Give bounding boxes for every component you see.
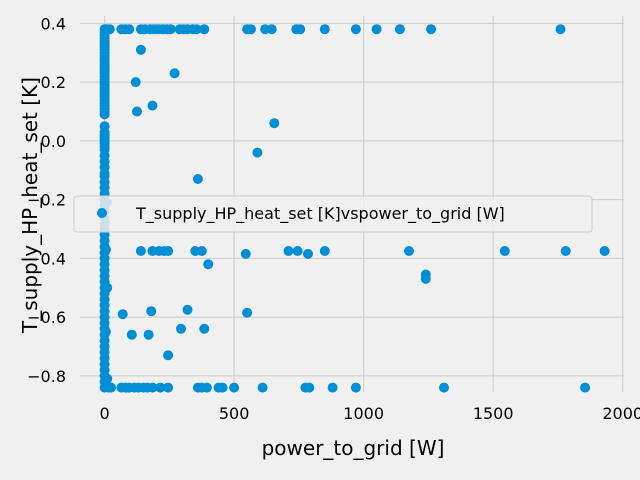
data-point <box>203 259 214 270</box>
y-tick-label: −0.6 <box>27 308 66 327</box>
data-point <box>163 350 174 361</box>
data-point <box>394 24 405 35</box>
grid-lines <box>80 16 624 392</box>
data-point <box>229 382 240 393</box>
data-point <box>295 24 306 35</box>
data-point <box>130 77 141 88</box>
data-point <box>304 382 315 393</box>
data-point <box>147 100 158 111</box>
data-point <box>135 44 146 55</box>
data-point <box>192 174 203 184</box>
data-point <box>135 246 146 256</box>
data-point <box>426 24 436 35</box>
data-point <box>420 273 431 284</box>
x-tick-label: 500 <box>219 404 250 423</box>
data-point <box>165 24 176 35</box>
data-point <box>555 24 566 35</box>
data-point <box>199 323 210 334</box>
x-tick-label: 0 <box>100 404 110 423</box>
data-point <box>404 246 414 256</box>
data-point <box>126 329 137 340</box>
x-axis-label: power_to_grid [W] <box>262 436 445 460</box>
x-tick-label: 2000 <box>602 404 640 423</box>
data-point <box>252 147 263 158</box>
data-points <box>99 24 610 393</box>
data-point <box>257 382 268 393</box>
data-point <box>319 246 330 256</box>
data-point <box>191 24 202 35</box>
data-point <box>182 304 193 315</box>
data-point <box>100 326 111 337</box>
data-point <box>155 382 166 393</box>
data-point <box>147 382 158 393</box>
x-tick-labels: 0 500 1000 1500 2000 <box>100 404 640 423</box>
legend: T_supply_HP_heat_set [K]vspower_to_grid … <box>73 195 593 233</box>
y-tick-label: 0.4 <box>41 14 66 33</box>
y-tick-label: 0.0 <box>41 132 66 151</box>
data-point <box>117 309 128 320</box>
data-point <box>292 246 303 256</box>
data-point <box>106 382 117 393</box>
y-axis-label: T_supply_HP_heat_set [K] <box>18 77 42 334</box>
data-point <box>240 248 251 259</box>
data-point <box>132 106 142 117</box>
data-point <box>350 24 361 35</box>
data-point <box>371 24 382 35</box>
x-tick-label: 1000 <box>343 404 384 423</box>
data-point <box>124 24 135 35</box>
data-point <box>99 109 110 120</box>
data-point <box>580 382 591 393</box>
y-tick-label: −0.8 <box>27 367 66 386</box>
y-tick-label: 0.2 <box>41 73 66 92</box>
data-point <box>350 382 361 393</box>
data-point <box>269 118 280 129</box>
data-point <box>196 246 207 256</box>
data-point <box>246 24 256 35</box>
y-tick-labels: −0.8 −0.6 −0.4 −0.2 0.0 0.2 0.4 <box>27 14 66 386</box>
data-point <box>201 382 212 393</box>
data-point <box>283 246 294 256</box>
data-point <box>163 382 174 393</box>
x-tick-label: 1500 <box>473 404 514 423</box>
data-point <box>439 382 449 393</box>
data-point <box>163 246 174 256</box>
data-point <box>319 24 330 35</box>
data-point <box>100 244 111 255</box>
legend-box <box>73 195 593 233</box>
data-point <box>303 248 313 259</box>
data-point <box>104 24 115 35</box>
data-point <box>146 306 157 317</box>
data-point <box>217 382 228 393</box>
data-point <box>499 246 510 256</box>
data-point <box>199 24 210 35</box>
data-point <box>143 329 154 340</box>
y-tick-label: −0.2 <box>27 191 66 210</box>
data-point <box>176 323 186 334</box>
data-point <box>242 307 253 318</box>
data-point <box>102 373 113 384</box>
data-point <box>327 382 338 393</box>
legend-label: T_supply_HP_heat_set [K]vspower_to_grid … <box>135 204 505 224</box>
data-point <box>169 68 180 79</box>
data-point <box>599 246 610 256</box>
y-tick-label: −0.4 <box>27 249 66 268</box>
data-point <box>266 24 277 35</box>
data-point <box>102 282 113 293</box>
legend-marker <box>97 208 107 218</box>
data-point <box>560 246 571 256</box>
